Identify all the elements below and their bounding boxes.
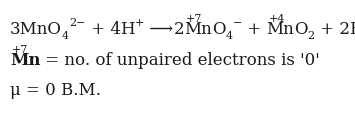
Text: = no. of unpaired electrons is '0': = no. of unpaired electrons is '0' (40, 52, 320, 69)
Text: μ = 0 B.M.: μ = 0 B.M. (10, 82, 101, 99)
Text: Mn: Mn (10, 52, 40, 69)
Text: Mn: Mn (266, 21, 294, 38)
Text: +4: +4 (268, 14, 285, 24)
Text: Mn: Mn (184, 21, 212, 38)
Text: 3MnO: 3MnO (10, 21, 62, 38)
Text: 4: 4 (225, 31, 233, 41)
Text: 4: 4 (62, 31, 69, 41)
Text: +: + (135, 18, 144, 28)
Text: +7: +7 (186, 14, 203, 24)
Text: 2: 2 (174, 21, 184, 38)
Text: 2: 2 (308, 31, 315, 41)
Text: −: − (233, 18, 242, 28)
Text: + 4H: + 4H (86, 21, 135, 38)
Text: +7: +7 (12, 45, 28, 55)
Text: +: + (242, 21, 266, 38)
Text: O: O (212, 21, 225, 38)
Text: 2−: 2− (69, 18, 86, 28)
Text: O: O (294, 21, 308, 38)
Text: ⟶: ⟶ (144, 21, 174, 38)
Text: + 2H: + 2H (315, 21, 355, 38)
